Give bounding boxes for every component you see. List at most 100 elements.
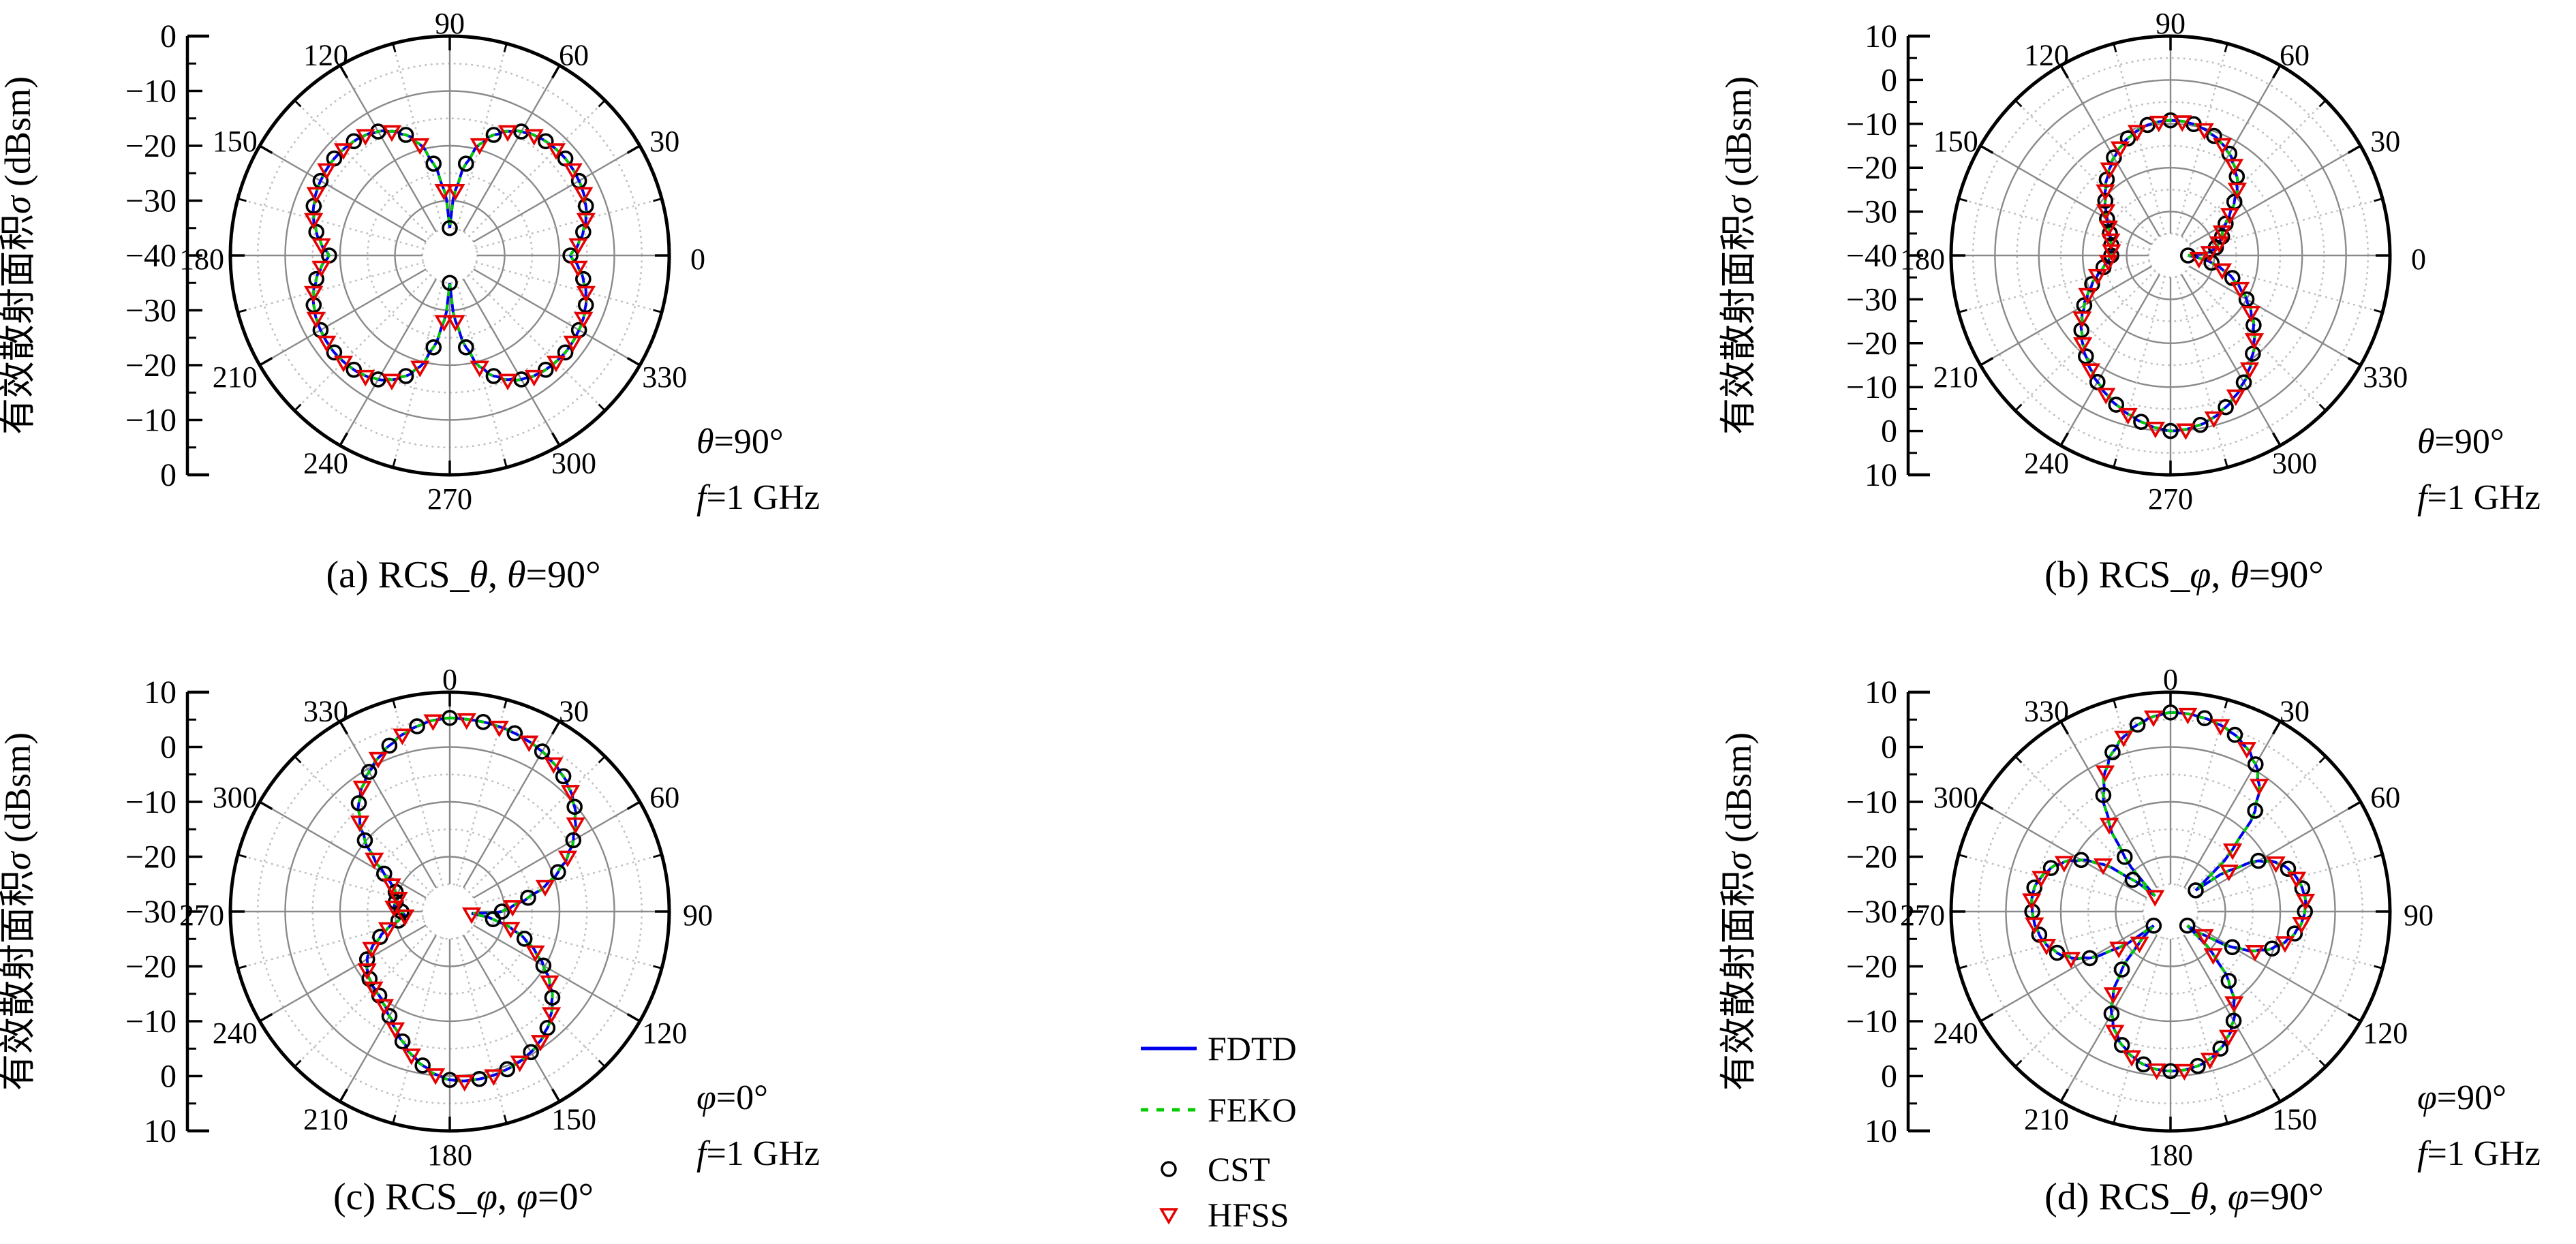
- radial-axis: 10 0 −10 −20 −30 −40 −30 −20 −10 0 10: [1846, 18, 1930, 493]
- radial-axis: 0 −10 −20 −30 −40 −30 −20 −10 0: [125, 18, 209, 493]
- angle-label-210: 210: [2024, 1103, 2069, 1136]
- angle-label-30: 30: [2370, 125, 2400, 158]
- angle-label-0: 0: [2163, 663, 2178, 696]
- radial-tick-label: 10: [144, 1113, 177, 1149]
- angle-label-330: 330: [303, 694, 348, 728]
- angle-label-240: 240: [213, 1016, 258, 1050]
- angle-label-120: 120: [642, 1016, 687, 1050]
- radial-tick-label: 10: [1865, 457, 1897, 493]
- angle-label-0: 0: [442, 663, 457, 696]
- radial-tick-label: 0: [1881, 1059, 1897, 1095]
- radial-tick-label: −30: [125, 894, 177, 930]
- radial-tick-label: −10: [1846, 369, 1897, 405]
- radial-tick-label: −10: [1846, 106, 1897, 142]
- angle-label-120: 120: [2024, 38, 2069, 72]
- radial-axis: 10 0 −10 −20 −30 −20 −10 0 10: [125, 674, 209, 1149]
- angle-label-30: 30: [2280, 694, 2310, 728]
- angle-label-330: 330: [2024, 694, 2069, 728]
- angle-label-210: 210: [303, 1103, 348, 1136]
- radial-tick-label: 0: [160, 18, 177, 55]
- angle-label-300: 300: [551, 447, 596, 480]
- radial-tick-label: −30: [125, 183, 177, 219]
- angle-label-90: 90: [2156, 7, 2186, 40]
- legend-item-feko: FEKO: [1111, 1091, 1297, 1129]
- y-axis-label: 有效散射面积σ (dBsm): [1718, 76, 1759, 435]
- annotation-line-2: f=1 GHz: [2417, 478, 2541, 517]
- legend: FDTD FEKO CST HFSS: [1111, 995, 1520, 1244]
- angle-label-240: 240: [2024, 447, 2069, 480]
- angle-label-300: 300: [1933, 781, 1978, 814]
- caption-b: (b) RCS_φ, θ=90°: [2044, 554, 2324, 596]
- annotation-line-2: f=1 GHz: [2417, 1134, 2541, 1173]
- legend-label-hfss: HFSS: [1208, 1196, 1289, 1234]
- radial-tick-label: −20: [125, 347, 177, 384]
- caption-a: (a) RCS_θ, θ=90°: [326, 554, 600, 596]
- annotation-line-1: φ=0°: [696, 1078, 768, 1117]
- polar-plot-d: 0306090120150180210240270300330100−10−20…: [1718, 663, 2541, 1218]
- radial-tick-label: −30: [1846, 281, 1897, 317]
- radial-tick-label: 10: [1865, 1113, 1897, 1149]
- radial-tick-label: −10: [1846, 784, 1897, 820]
- polar-plot-a: 03060901201501802102402703003300−10−20−3…: [0, 7, 820, 596]
- radial-tick-label: −20: [125, 128, 177, 164]
- annotation-line-1: θ=90°: [2417, 422, 2504, 461]
- red-open-triangle-icon: [1159, 1208, 1179, 1225]
- blue-solid-line-icon: [1141, 1046, 1197, 1051]
- angle-label-150: 150: [1933, 125, 1978, 158]
- hfss-markers: [350, 713, 585, 1092]
- annotation-line-1: φ=90°: [2417, 1078, 2506, 1117]
- y-axis-label: 有效散射面积σ (dBsm): [0, 732, 38, 1091]
- angle-label-270: 270: [2148, 482, 2193, 516]
- angle-label-180: 180: [427, 1138, 472, 1172]
- radial-tick-label: −10: [1846, 1004, 1897, 1040]
- radial-tick-label: −20: [1846, 839, 1897, 875]
- angle-label-240: 240: [1933, 1016, 1978, 1050]
- radial-tick-label: −10: [125, 74, 177, 110]
- angle-label-90: 90: [2404, 899, 2434, 932]
- fdtd-curve: [356, 716, 578, 1083]
- legend-item-hfss: HFSS: [1111, 1196, 1289, 1234]
- annotation-line-2: f=1 GHz: [696, 478, 820, 517]
- hfss-markers: [2022, 707, 2316, 1081]
- annotation-line-2: f=1 GHz: [696, 1134, 820, 1173]
- angle-label-300: 300: [213, 781, 258, 814]
- fdtd-curve: [2030, 711, 2307, 1073]
- green-dashed-line-icon: [1141, 1108, 1197, 1112]
- angle-label-300: 300: [2272, 447, 2317, 480]
- angle-label-0: 0: [2411, 243, 2426, 276]
- black-open-circle-icon: [1161, 1161, 1177, 1177]
- radial-tick-label: −30: [125, 293, 177, 329]
- radial-tick-label: −10: [125, 1004, 177, 1040]
- angle-label-180: 180: [2148, 1138, 2193, 1172]
- hfss-markers: [304, 125, 596, 390]
- legend-label-feko: FEKO: [1208, 1091, 1297, 1129]
- angle-label-330: 330: [642, 360, 687, 394]
- radial-tick-label: 0: [160, 457, 177, 493]
- angle-label-120: 120: [2363, 1016, 2408, 1050]
- radial-tick-label: 0: [160, 730, 177, 766]
- polar-grid: [1949, 34, 2392, 477]
- radial-tick-label: 0: [1881, 414, 1897, 450]
- polar-grid: [228, 34, 671, 477]
- radial-tick-label: 10: [144, 674, 177, 711]
- caption-c: (c) RCS_φ, φ=0°: [333, 1176, 594, 1218]
- radial-tick-label: −30: [1846, 894, 1897, 930]
- radial-tick-label: −40: [125, 238, 177, 274]
- angle-label-210: 210: [213, 360, 258, 394]
- y-axis-label: 有效散射面积σ (dBsm): [1718, 732, 1759, 1091]
- polar-grid: [1949, 690, 2392, 1133]
- angle-label-60: 60: [2280, 38, 2310, 72]
- angle-label-240: 240: [303, 447, 348, 480]
- legend-item-cst: CST: [1111, 1152, 1270, 1186]
- angle-label-90: 90: [435, 7, 465, 40]
- radial-tick-label: −40: [1846, 238, 1897, 274]
- caption-d: (d) RCS_θ, φ=90°: [2044, 1176, 2324, 1218]
- radial-tick-label: −20: [1846, 326, 1897, 362]
- radial-tick-label: −20: [125, 839, 177, 875]
- feko-curve: [311, 129, 588, 382]
- polar-grid: [228, 690, 671, 1133]
- angle-label-60: 60: [649, 781, 679, 814]
